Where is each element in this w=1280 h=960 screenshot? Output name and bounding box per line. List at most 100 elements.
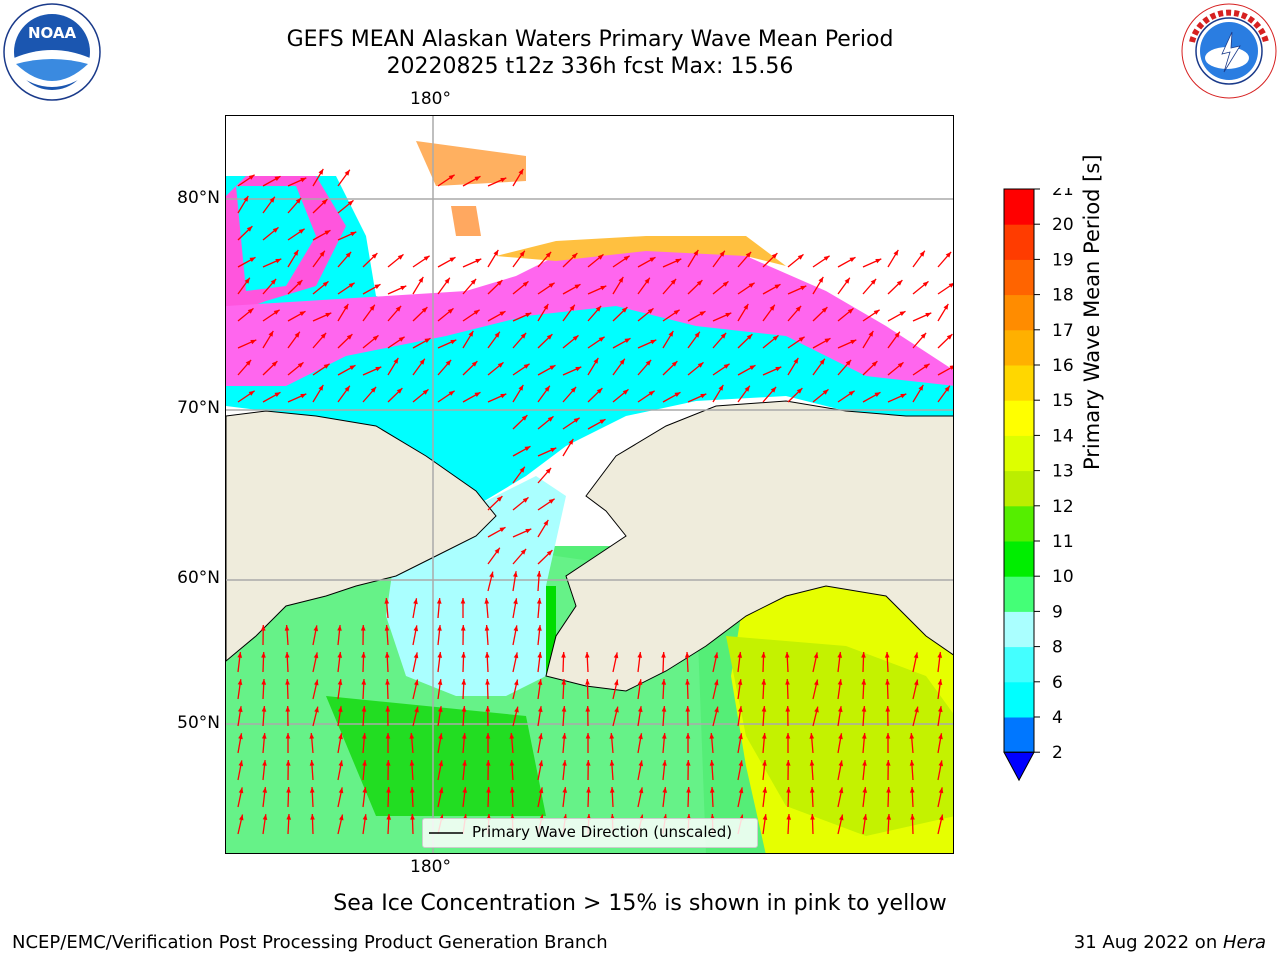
- wave-arrow-head: [571, 253, 578, 259]
- wave-arrow-head: [618, 276, 624, 283]
- wave-arrow-head: [513, 625, 519, 632]
- wave-arrow-head: [521, 415, 528, 421]
- colorbar-tick-label: 14: [1052, 426, 1074, 446]
- footer-credit: NCEP/EMC/Verification Post Processing Pr…: [12, 932, 608, 953]
- map-panel: [225, 115, 954, 854]
- wave-arrow-head: [237, 652, 243, 658]
- colorbar-tick-label: 9: [1052, 602, 1063, 622]
- colorbar-extend-arrow: [1003, 751, 1035, 782]
- wave-arrow-head: [598, 336, 605, 342]
- wave-arrow-head: [448, 174, 455, 180]
- wave-arrow-head: [885, 706, 891, 712]
- wave-arrow-head: [395, 305, 402, 312]
- wave-arrow-head: [585, 679, 590, 685]
- wave-arrow-head: [293, 249, 299, 256]
- wave-arrow-head: [668, 330, 674, 337]
- colorbar-segment: [1004, 576, 1034, 612]
- wave-arrow-head: [738, 706, 743, 713]
- wave-arrow-head: [638, 760, 644, 767]
- wave-arrow-head: [795, 305, 802, 312]
- wave-arrow-head: [310, 814, 315, 820]
- wave-arrow-head: [793, 357, 799, 364]
- wave-arrow-head: [595, 305, 602, 312]
- wave-arrow-head: [361, 679, 367, 685]
- wave-arrow-head: [694, 331, 700, 338]
- colorbar-tick-label: 15: [1052, 391, 1074, 411]
- wave-arrow-head: [345, 251, 352, 258]
- colorbar-segment: [1004, 365, 1034, 401]
- wave-arrow-head: [697, 362, 704, 368]
- wave-arrow-head: [769, 304, 775, 311]
- wave-arrow-head: [619, 358, 625, 365]
- wave-arrow-head: [743, 303, 749, 310]
- wave-arrow-head: [586, 787, 591, 793]
- wave-arrow-head: [494, 331, 500, 338]
- wave-arrow-head: [285, 760, 291, 766]
- wave-arrow-head: [413, 625, 419, 632]
- wave-arrow-head: [361, 706, 367, 712]
- wave-arrow-head: [785, 760, 791, 766]
- wave-arrow-head: [386, 787, 391, 793]
- wave-arrow-head: [297, 362, 304, 368]
- wave-arrow-head: [797, 254, 804, 260]
- wave-arrow-head: [686, 787, 691, 793]
- wave-arrow-head: [738, 787, 744, 794]
- colorbar-segment: [1004, 541, 1034, 577]
- wave-arrow-head: [537, 679, 543, 685]
- wave-arrow-head: [296, 280, 303, 286]
- wave-arrow-head: [509, 760, 515, 766]
- wave-arrow-head: [938, 733, 943, 740]
- colorbar-segment: [1004, 717, 1034, 753]
- wave-arrow-head: [862, 787, 868, 793]
- chart-subtitle: 20220825 t12z 336h fcst Max: 15.56: [386, 54, 794, 79]
- wave-arrow-head: [360, 625, 366, 631]
- wave-arrow-head: [621, 307, 628, 313]
- wave-arrow-head: [538, 787, 544, 794]
- wave-arrow-head: [372, 335, 379, 341]
- wave-period-map: [226, 116, 953, 853]
- wave-arrow-head: [243, 195, 249, 202]
- wave-arrow-head: [449, 257, 456, 262]
- wave-arrow-head: [896, 280, 903, 286]
- wave-arrow-head: [300, 393, 307, 399]
- wave-arrow-head: [313, 652, 319, 659]
- wave-arrow-head: [661, 679, 667, 685]
- wave-arrow-head: [468, 330, 474, 337]
- wave-arrow-head: [386, 814, 392, 820]
- wave-arrow-head: [875, 258, 882, 264]
- wave-arrow-head: [346, 334, 353, 340]
- colorbar-tick-label: 16: [1052, 356, 1074, 376]
- wave-arrow-head: [569, 304, 575, 311]
- wave-arrow-head: [925, 312, 932, 318]
- longitude-label-bottom: 180°: [410, 857, 451, 877]
- wave-arrow-head: [248, 390, 255, 396]
- wave-arrow-head: [461, 679, 467, 685]
- sea-yellow-green-patch: [726, 636, 953, 836]
- wave-arrow-head: [262, 787, 268, 793]
- wave-arrow-head: [700, 393, 707, 399]
- colorbar-segment: [1004, 224, 1034, 260]
- wave-arrow-head: [644, 277, 650, 284]
- footer-machine: Hera: [1222, 932, 1266, 953]
- wave-arrow-head: [309, 787, 315, 793]
- wave-arrow-head: [762, 760, 767, 766]
- wave-arrow-head: [870, 278, 877, 285]
- wave-arrow-head: [244, 277, 250, 284]
- land-siberia: [226, 410, 497, 662]
- wave-arrow-head: [238, 787, 244, 794]
- wave-arrow-head: [785, 679, 790, 685]
- wave-arrow-head: [638, 706, 643, 713]
- wave-arrow-head: [522, 281, 529, 287]
- wave-arrow-head: [385, 706, 391, 712]
- wave-arrow-head: [561, 706, 567, 712]
- wave-arrow-head: [537, 625, 542, 631]
- wave-arrow-head: [462, 760, 467, 766]
- wave-arrow-head: [886, 814, 892, 820]
- wave-arrow-head: [761, 679, 767, 685]
- wave-arrow-head: [286, 814, 292, 820]
- wave-arrow-head: [670, 278, 677, 285]
- wave-arrow-head: [525, 528, 532, 534]
- arctic-ice-pink-band: [226, 246, 953, 386]
- wave-arrow-head: [944, 385, 950, 392]
- wave-arrow-head: [600, 285, 607, 291]
